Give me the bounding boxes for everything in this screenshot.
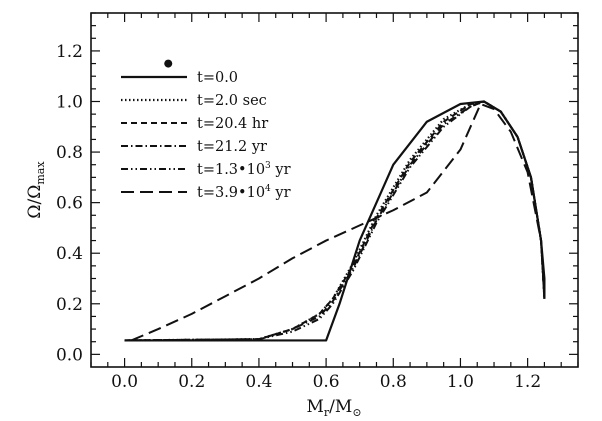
x-tick-label: 0.4 bbox=[245, 372, 272, 392]
series-lines bbox=[124, 100, 546, 342]
tick-labels: 0.0 0.2 0.4 0.6 0.8 1.0 1.2 0.0 0.2 0.4 0.6 0.8 1.0 1… bbox=[56, 42, 541, 392]
legend-label-5: t=1.3•103 yr bbox=[197, 161, 291, 178]
plot-frame bbox=[90, 12, 579, 368]
legend-label-2: t=2.0 sec bbox=[197, 93, 267, 109]
tick-marks bbox=[90, 12, 579, 367]
x-axis-label: Mr/M⊙ bbox=[306, 397, 361, 419]
y-tick-label: 0.6 bbox=[56, 194, 83, 214]
x-tick-label: 0.8 bbox=[380, 372, 407, 392]
series-line-2 bbox=[124, 100, 546, 342]
legend: t=0.0 t=2.0 sec t=20.4 hr t=21.2 yr t=1.3•10… bbox=[121, 70, 291, 201]
y-tick-label: 1.0 bbox=[56, 93, 83, 113]
y-tick-label: 0.4 bbox=[56, 244, 83, 264]
marker-dot bbox=[164, 59, 173, 68]
series-line-6 bbox=[130, 103, 546, 342]
series-line-1 bbox=[124, 100, 546, 342]
legend-label-4: t=21.2 yr bbox=[197, 139, 267, 155]
x-tick-label: 1.2 bbox=[514, 372, 541, 392]
y-tick-label: 0.8 bbox=[56, 143, 83, 163]
marker-point bbox=[164, 59, 173, 68]
y-tick-label: 0.0 bbox=[56, 345, 83, 365]
y-tick-label: 1.2 bbox=[56, 42, 83, 62]
x-tick-label: 1.0 bbox=[447, 372, 474, 392]
x-tick-label: 0.2 bbox=[178, 372, 205, 392]
series-line-5 bbox=[124, 100, 546, 342]
legend-label-1: t=0.0 bbox=[197, 70, 238, 86]
y-tick-label: 0.2 bbox=[56, 295, 83, 315]
y-axis-label: Ω/Ωmax bbox=[25, 161, 47, 219]
series-line-4 bbox=[124, 100, 546, 342]
x-tick-label: 0.6 bbox=[313, 372, 340, 392]
legend-label-6: t=3.9•104 yr bbox=[197, 184, 291, 201]
x-tick-label: 0.0 bbox=[111, 372, 138, 392]
series-line-3 bbox=[124, 100, 546, 342]
legend-label-3: t=20.4 hr bbox=[197, 116, 268, 132]
